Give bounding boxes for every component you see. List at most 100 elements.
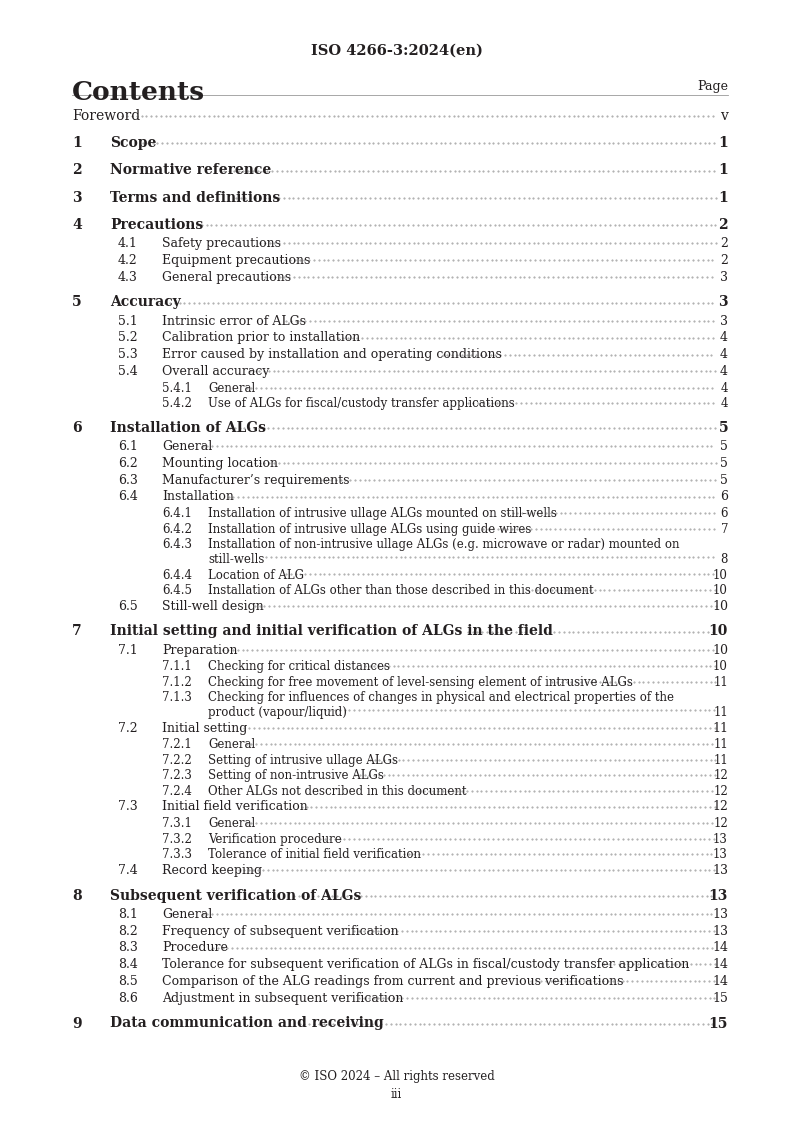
- Text: 5: 5: [718, 421, 728, 435]
- Text: 4: 4: [721, 397, 728, 411]
- Text: Record keeping: Record keeping: [162, 864, 262, 876]
- Text: Checking for influences of changes in physical and electrical properties of the: Checking for influences of changes in ph…: [208, 691, 674, 705]
- Text: Mounting location: Mounting location: [162, 457, 278, 470]
- Text: 5.4: 5.4: [118, 365, 138, 378]
- Text: 2: 2: [720, 254, 728, 267]
- Text: Installation of intrusive ullage ALGs using guide wires: Installation of intrusive ullage ALGs us…: [208, 523, 531, 535]
- Text: 8.5: 8.5: [118, 975, 138, 987]
- Text: General: General: [162, 908, 213, 921]
- Text: 14: 14: [712, 941, 728, 955]
- Text: 9: 9: [72, 1017, 82, 1030]
- Text: 8.4: 8.4: [118, 958, 138, 972]
- Text: 7.1.2: 7.1.2: [162, 675, 192, 689]
- Text: Setting of non-intrusive ALGs: Setting of non-intrusive ALGs: [208, 770, 384, 782]
- Text: Installation: Installation: [162, 490, 234, 504]
- Text: 8.1: 8.1: [118, 908, 138, 921]
- Text: 10: 10: [713, 661, 728, 673]
- Text: 6.4.3: 6.4.3: [162, 539, 192, 551]
- Text: General: General: [208, 817, 255, 830]
- Text: 11: 11: [713, 738, 728, 752]
- Text: 5.4.2: 5.4.2: [162, 397, 192, 411]
- Text: 4: 4: [72, 218, 82, 232]
- Text: 13: 13: [712, 925, 728, 938]
- Text: 6.4.1: 6.4.1: [162, 507, 192, 521]
- Text: 4: 4: [720, 365, 728, 378]
- Text: 8.6: 8.6: [118, 992, 138, 1004]
- Text: 8.3: 8.3: [118, 941, 138, 955]
- Text: General: General: [162, 440, 213, 453]
- Text: Installation of non-intrusive ullage ALGs (e.g. microwave or radar) mounted on: Installation of non-intrusive ullage ALG…: [208, 539, 680, 551]
- Text: 2: 2: [72, 164, 82, 177]
- Text: 7: 7: [721, 523, 728, 535]
- Text: 3: 3: [72, 191, 82, 204]
- Text: 13: 13: [712, 864, 728, 876]
- Text: 12: 12: [713, 817, 728, 830]
- Text: 2: 2: [720, 237, 728, 250]
- Text: © ISO 2024 – All rights reserved: © ISO 2024 – All rights reserved: [299, 1070, 494, 1083]
- Text: 10: 10: [713, 569, 728, 581]
- Text: Contents: Contents: [72, 80, 205, 105]
- Text: 6.5: 6.5: [118, 599, 138, 613]
- Text: ISO 4266-3:2024(en): ISO 4266-3:2024(en): [311, 44, 482, 58]
- Text: 1: 1: [72, 136, 82, 150]
- Text: 8.2: 8.2: [118, 925, 138, 938]
- Text: Checking for free movement of level-sensing element of intrusive ALGs: Checking for free movement of level-sens…: [208, 675, 633, 689]
- Text: 7.3.1: 7.3.1: [162, 817, 192, 830]
- Text: 6: 6: [720, 490, 728, 504]
- Text: 1: 1: [718, 136, 728, 150]
- Text: 6: 6: [721, 507, 728, 521]
- Text: 7.4: 7.4: [118, 864, 138, 876]
- Text: Calibration prior to installation: Calibration prior to installation: [162, 331, 360, 344]
- Text: 6.4.5: 6.4.5: [162, 583, 192, 597]
- Text: Use of ALGs for fiscal/custody transfer applications: Use of ALGs for fiscal/custody transfer …: [208, 397, 515, 411]
- Text: General: General: [208, 381, 255, 395]
- Text: 6.4: 6.4: [118, 490, 138, 504]
- Text: Installation of ALGs: Installation of ALGs: [110, 421, 266, 435]
- Text: Verification procedure: Verification procedure: [208, 833, 342, 846]
- Text: Tolerance of initial field verification: Tolerance of initial field verification: [208, 848, 421, 862]
- Text: Data communication and receiving: Data communication and receiving: [110, 1017, 384, 1030]
- Text: 13: 13: [712, 908, 728, 921]
- Text: 6.2: 6.2: [118, 457, 138, 470]
- Text: Normative reference: Normative reference: [110, 164, 271, 177]
- Text: 1: 1: [718, 164, 728, 177]
- Text: 5: 5: [72, 295, 82, 310]
- Text: Other ALGs not described in this document: Other ALGs not described in this documen…: [208, 785, 466, 798]
- Text: still-wells: still-wells: [208, 553, 264, 565]
- Text: Foreword: Foreword: [72, 109, 140, 123]
- Text: 6.4.4: 6.4.4: [162, 569, 192, 581]
- Text: 4.2: 4.2: [118, 254, 138, 267]
- Text: product (vapour/liquid): product (vapour/liquid): [208, 706, 347, 719]
- Text: 14: 14: [712, 975, 728, 987]
- Text: 7.3.2: 7.3.2: [162, 833, 192, 846]
- Text: 5.2: 5.2: [118, 331, 138, 344]
- Text: 3: 3: [720, 270, 728, 284]
- Text: Tolerance for subsequent verification of ALGs in fiscal/custody transfer applica: Tolerance for subsequent verification of…: [162, 958, 689, 972]
- Text: 8: 8: [72, 889, 82, 902]
- Text: Subsequent verification of ALGs: Subsequent verification of ALGs: [110, 889, 362, 902]
- Text: Error caused by installation and operating conditions: Error caused by installation and operati…: [162, 348, 502, 361]
- Text: Initial setting: Initial setting: [162, 721, 247, 735]
- Text: 7.3: 7.3: [118, 800, 138, 813]
- Text: Page: Page: [697, 80, 728, 93]
- Text: Checking for critical distances: Checking for critical distances: [208, 661, 390, 673]
- Text: 10: 10: [713, 583, 728, 597]
- Text: Initial field verification: Initial field verification: [162, 800, 308, 813]
- Text: Initial setting and initial verification of ALGs in the field: Initial setting and initial verification…: [110, 624, 553, 638]
- Text: Comparison of the ALG readings from current and previous verifications: Comparison of the ALG readings from curr…: [162, 975, 623, 987]
- Text: 5: 5: [720, 457, 728, 470]
- Text: Terms and definitions: Terms and definitions: [110, 191, 280, 204]
- Text: Adjustment in subsequent verification: Adjustment in subsequent verification: [162, 992, 404, 1004]
- Text: Safety precautions: Safety precautions: [162, 237, 281, 250]
- Text: 11: 11: [713, 754, 728, 767]
- Text: 13: 13: [713, 848, 728, 862]
- Text: Location of ALG: Location of ALG: [208, 569, 304, 581]
- Text: Installation of ALGs other than those described in this document: Installation of ALGs other than those de…: [208, 583, 594, 597]
- Text: 11: 11: [713, 675, 728, 689]
- Text: Manufacturer’s requirements: Manufacturer’s requirements: [162, 473, 350, 487]
- Text: General: General: [208, 738, 255, 752]
- Text: 7.2.3: 7.2.3: [162, 770, 192, 782]
- Text: 4.1: 4.1: [118, 237, 138, 250]
- Text: Scope: Scope: [110, 136, 156, 150]
- Text: 8: 8: [721, 553, 728, 565]
